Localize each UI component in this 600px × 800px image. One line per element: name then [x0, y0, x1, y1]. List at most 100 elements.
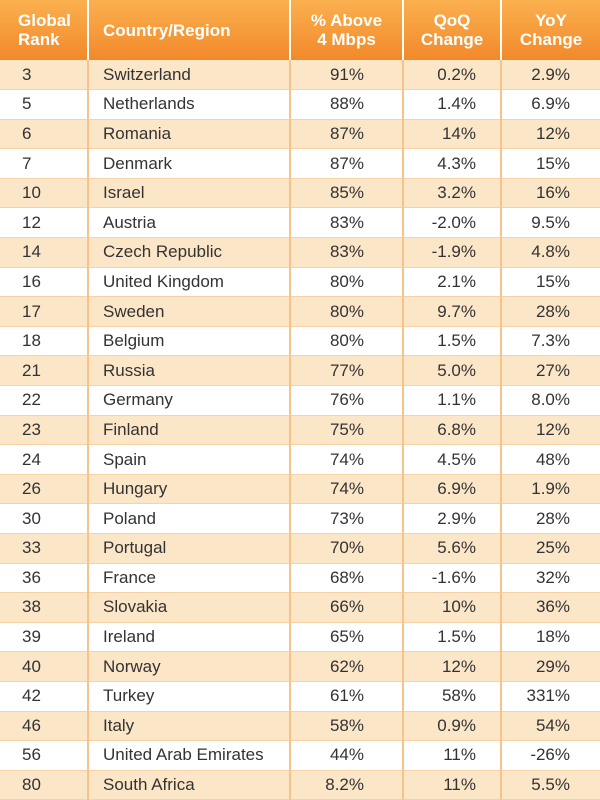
- cell-percent-above-4mbps: 8.2%: [290, 770, 404, 800]
- cell-qoq-change: 5.0%: [403, 355, 502, 387]
- cell-global-rank: 24: [0, 444, 89, 475]
- cell-global-rank: 18: [0, 326, 89, 357]
- cell-qoq-change: 1.1%: [403, 385, 502, 416]
- cell-yoy-change: 28%: [501, 296, 600, 327]
- cell-global-rank: 33: [0, 533, 89, 564]
- cell-country-region: Switzerland: [88, 60, 291, 91]
- cell-country-region: United Arab Emirates: [88, 740, 291, 771]
- cell-global-rank: 3: [0, 60, 89, 91]
- cell-yoy-change: 1.9%: [501, 474, 600, 505]
- cell-percent-above-4mbps: 66%: [290, 592, 404, 623]
- cell-country-region: United Kingdom: [88, 267, 291, 298]
- cell-percent-above-4mbps: 75%: [290, 415, 404, 446]
- cell-global-rank: 21: [0, 355, 89, 387]
- table-header: Global Rank Country/Region % Above 4 Mbp…: [0, 0, 600, 60]
- cell-country-region: Turkey: [88, 681, 291, 712]
- cell-country-region: Hungary: [88, 474, 291, 505]
- cell-yoy-change: 331%: [501, 681, 600, 712]
- cell-yoy-change: 2.9%: [501, 60, 600, 91]
- cell-percent-above-4mbps: 74%: [290, 444, 404, 475]
- cell-percent-above-4mbps: 73%: [290, 503, 404, 534]
- header-global-rank-line1: Global: [18, 11, 71, 30]
- cell-percent-above-4mbps: 87%: [290, 119, 404, 150]
- table-row: 6 Romania 87% 14% 12%: [0, 119, 600, 150]
- cell-percent-above-4mbps: 70%: [290, 533, 404, 564]
- cell-global-rank: 30: [0, 503, 89, 534]
- table-row: 12 Austria 83% -2.0% 9.5%: [0, 207, 600, 239]
- cell-yoy-change: 15%: [501, 267, 600, 298]
- cell-yoy-change: 5.5%: [501, 770, 600, 800]
- cell-percent-above-4mbps: 61%: [290, 681, 404, 712]
- cell-percent-above-4mbps: 91%: [290, 60, 404, 91]
- table-row: 10 Israel 85% 3.2% 16%: [0, 178, 600, 209]
- table-row: 24 Spain 74% 4.5% 48%: [0, 444, 600, 475]
- cell-percent-above-4mbps: 76%: [290, 385, 404, 416]
- table-body: 3 Switzerland 91% 0.2% 2.9% 5 Netherlands 88% 1.…: [0, 60, 600, 800]
- table-row: 80 South Africa 8.2% 11% 5.5%: [0, 770, 600, 800]
- cell-qoq-change: 11%: [403, 740, 502, 771]
- cell-percent-above-4mbps: 88%: [290, 89, 404, 120]
- header-percent-above-4mbps: % Above 4 Mbps: [290, 0, 404, 60]
- cell-percent-above-4mbps: 74%: [290, 474, 404, 505]
- table-row: 39 Ireland 65% 1.5% 18%: [0, 622, 600, 653]
- cell-country-region: Poland: [88, 503, 291, 534]
- cell-global-rank: 14: [0, 237, 89, 268]
- cell-percent-above-4mbps: 83%: [290, 237, 404, 268]
- cell-yoy-change: 18%: [501, 622, 600, 653]
- cell-percent-above-4mbps: 80%: [290, 267, 404, 298]
- header-qoq-line1: QoQ: [433, 11, 471, 30]
- cell-country-region: Spain: [88, 444, 291, 475]
- cell-global-rank: 80: [0, 770, 89, 800]
- cell-qoq-change: 58%: [403, 681, 502, 712]
- cell-global-rank: 39: [0, 622, 89, 653]
- cell-qoq-change: -2.0%: [403, 207, 502, 239]
- cell-global-rank: 12: [0, 207, 89, 239]
- cell-country-region: Austria: [88, 207, 291, 239]
- header-row: Global Rank Country/Region % Above 4 Mbp…: [0, 0, 600, 60]
- cell-yoy-change: 48%: [501, 444, 600, 475]
- cell-qoq-change: 0.2%: [403, 60, 502, 91]
- table-row: 21 Russia 77% 5.0% 27%: [0, 355, 600, 387]
- cell-yoy-change: 7.3%: [501, 326, 600, 357]
- table-row: 40 Norway 62% 12% 29%: [0, 651, 600, 682]
- cell-qoq-change: 6.9%: [403, 474, 502, 505]
- cell-global-rank: 26: [0, 474, 89, 505]
- cell-qoq-change: 1.5%: [403, 622, 502, 653]
- table-row: 22 Germany 76% 1.1% 8.0%: [0, 385, 600, 416]
- cell-percent-above-4mbps: 44%: [290, 740, 404, 771]
- cell-yoy-change: 28%: [501, 503, 600, 534]
- table-row: 56 United Arab Emirates 44% 11% -26%: [0, 740, 600, 771]
- cell-country-region: Portugal: [88, 533, 291, 564]
- cell-qoq-change: 11%: [403, 770, 502, 800]
- table-row: 42 Turkey 61% 58% 331%: [0, 681, 600, 712]
- cell-country-region: Italy: [88, 711, 291, 742]
- cell-country-region: Israel: [88, 178, 291, 209]
- cell-global-rank: 40: [0, 651, 89, 682]
- cell-country-region: Germany: [88, 385, 291, 416]
- cell-qoq-change: 1.5%: [403, 326, 502, 357]
- cell-country-region: Czech Republic: [88, 237, 291, 268]
- cell-country-region: Denmark: [88, 148, 291, 179]
- cell-percent-above-4mbps: 80%: [290, 296, 404, 327]
- cell-yoy-change: 12%: [501, 119, 600, 150]
- cell-yoy-change: 36%: [501, 592, 600, 623]
- cell-qoq-change: 10%: [403, 592, 502, 623]
- cell-yoy-change: 25%: [501, 533, 600, 564]
- cell-yoy-change: 27%: [501, 355, 600, 387]
- cell-percent-above-4mbps: 85%: [290, 178, 404, 209]
- cell-global-rank: 6: [0, 119, 89, 150]
- table-row: 3 Switzerland 91% 0.2% 2.9%: [0, 60, 600, 91]
- cell-percent-above-4mbps: 65%: [290, 622, 404, 653]
- cell-percent-above-4mbps: 87%: [290, 148, 404, 179]
- cell-qoq-change: -1.9%: [403, 237, 502, 268]
- header-yoy-change: YoY Change: [501, 0, 600, 60]
- cell-yoy-change: 8.0%: [501, 385, 600, 416]
- cell-country-region: Ireland: [88, 622, 291, 653]
- cell-global-rank: 56: [0, 740, 89, 771]
- cell-global-rank: 38: [0, 592, 89, 623]
- cell-country-region: Romania: [88, 119, 291, 150]
- cell-global-rank: 22: [0, 385, 89, 416]
- cell-country-region: Sweden: [88, 296, 291, 327]
- table-row: 38 Slovakia 66% 10% 36%: [0, 592, 600, 623]
